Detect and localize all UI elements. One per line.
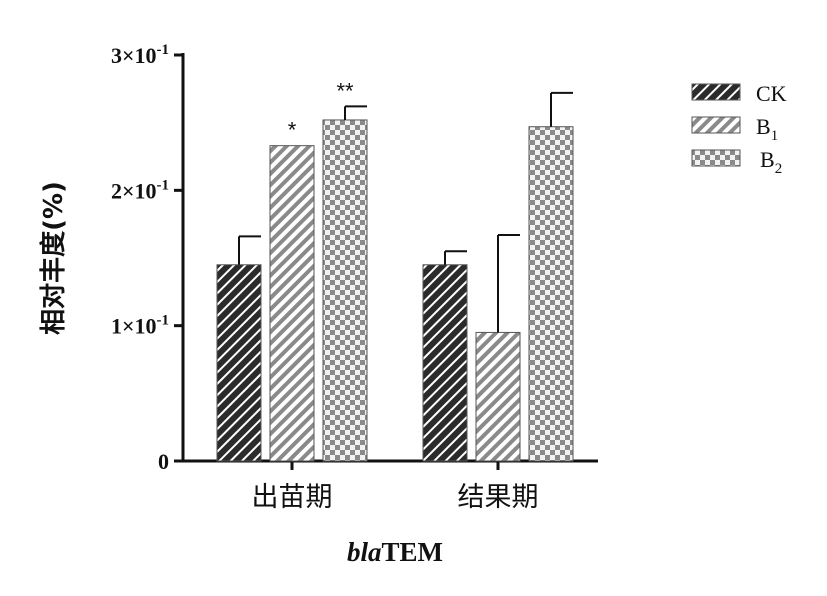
- bar: [528, 126, 574, 462]
- x-tick-label: 结果期: [458, 482, 539, 513]
- y-tick-label: 0: [158, 449, 169, 474]
- x-axis-title: blaTEM: [347, 537, 443, 567]
- bar: [422, 264, 468, 462]
- x-axis-title-italic: bla: [347, 537, 382, 567]
- legend-swatch: [691, 83, 741, 101]
- legend-swatch: [691, 149, 741, 167]
- bar: [322, 119, 368, 462]
- bars: [216, 91, 574, 462]
- bar: [475, 331, 521, 462]
- y-axis-title: 相对丰度(%): [38, 181, 69, 335]
- legend-label: B2: [760, 147, 782, 177]
- x-tick-label: 出苗期: [252, 482, 333, 513]
- bar: [269, 145, 315, 462]
- legend-label: CK: [756, 81, 787, 106]
- y-tick-label: 2×10-1: [111, 177, 169, 203]
- legend-swatch: [691, 116, 741, 134]
- x-axis-title-main: TEM: [382, 537, 444, 567]
- significance-marker: **: [336, 78, 354, 103]
- significance-marker: *: [288, 118, 297, 143]
- y-tick-label: 1×10-1: [111, 313, 169, 339]
- legend-label: B1: [756, 114, 778, 144]
- y-tick-label: 3×10-1: [111, 42, 169, 68]
- bar: [216, 264, 262, 462]
